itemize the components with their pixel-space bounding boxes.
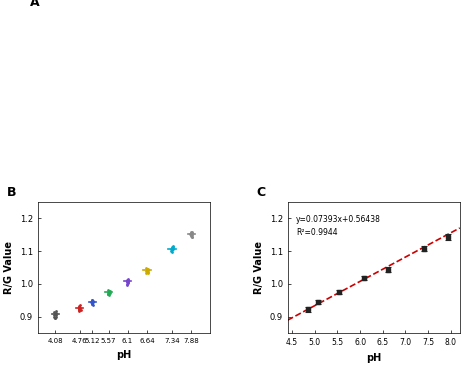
Point	[88, 299, 96, 305]
Point	[123, 279, 131, 285]
Point	[88, 299, 95, 305]
Point	[51, 315, 59, 321]
Point	[169, 246, 177, 252]
Point	[168, 244, 175, 250]
Point	[51, 309, 58, 315]
Point	[168, 247, 175, 253]
Point	[124, 276, 131, 282]
Point	[89, 300, 96, 306]
Point	[77, 306, 84, 313]
Point	[75, 303, 82, 309]
Point	[167, 248, 175, 254]
Text: C: C	[256, 186, 266, 199]
Point	[168, 246, 175, 252]
Point	[89, 299, 96, 305]
Point	[144, 265, 152, 272]
Point	[52, 312, 59, 318]
Point	[124, 280, 131, 286]
Point	[188, 229, 196, 236]
Point	[123, 278, 130, 285]
Point	[105, 288, 113, 294]
Point	[142, 268, 150, 274]
Point	[188, 234, 196, 240]
Point	[168, 245, 176, 251]
Point	[104, 291, 112, 298]
Text: B: B	[7, 186, 17, 199]
Point	[144, 268, 151, 274]
Point	[75, 304, 82, 310]
Text: A: A	[29, 0, 39, 9]
Point	[75, 307, 83, 313]
Point	[169, 244, 177, 250]
Point	[187, 231, 194, 237]
Point	[76, 302, 83, 308]
Point	[144, 270, 152, 277]
Y-axis label: R/G Value: R/G Value	[4, 241, 14, 294]
Point	[142, 270, 150, 276]
Point	[104, 289, 111, 295]
Point	[75, 306, 83, 312]
Point	[187, 232, 195, 238]
Point	[188, 230, 196, 236]
Point	[124, 279, 131, 285]
Point	[89, 302, 97, 308]
Point	[169, 243, 176, 249]
Point	[75, 308, 82, 314]
Point	[187, 230, 194, 236]
Point	[143, 265, 150, 271]
Point	[106, 288, 113, 294]
Point	[105, 292, 113, 298]
Point	[187, 232, 195, 239]
Point	[124, 278, 132, 284]
Text: y=0.07393x+0.56438: y=0.07393x+0.56438	[296, 215, 381, 224]
Point	[104, 287, 111, 293]
Point	[144, 267, 152, 273]
Point	[89, 297, 96, 303]
Point	[75, 305, 83, 311]
Point	[88, 301, 96, 308]
Point	[105, 290, 113, 296]
Point	[88, 297, 96, 303]
Point	[123, 277, 131, 283]
Point	[75, 306, 82, 312]
Y-axis label: R/G Value: R/G Value	[254, 241, 264, 294]
Point	[51, 312, 58, 318]
Point	[144, 269, 151, 275]
X-axis label: pH: pH	[366, 353, 381, 363]
Text: R²=0.9944: R²=0.9944	[296, 228, 338, 237]
Point	[104, 291, 112, 297]
Point	[52, 314, 60, 320]
Point	[123, 282, 130, 288]
Point	[50, 314, 58, 320]
Point	[52, 310, 60, 316]
Point	[144, 267, 152, 273]
Point	[125, 277, 132, 283]
Point	[105, 291, 112, 297]
Point	[188, 234, 196, 241]
Point	[168, 249, 176, 255]
Point	[123, 281, 131, 287]
Point	[88, 301, 95, 307]
Point	[76, 304, 84, 311]
Point	[187, 229, 194, 235]
Point	[52, 308, 59, 314]
Point	[89, 298, 97, 304]
X-axis label: pH: pH	[117, 350, 132, 360]
Point	[188, 232, 196, 238]
Point	[167, 246, 175, 252]
Point	[52, 315, 59, 321]
Point	[106, 290, 113, 296]
Point	[52, 311, 59, 317]
Point	[143, 266, 150, 272]
